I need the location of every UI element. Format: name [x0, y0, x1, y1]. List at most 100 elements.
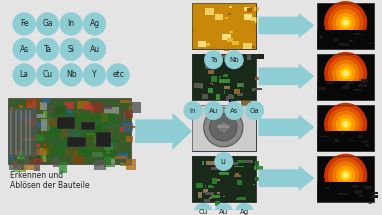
Circle shape	[343, 121, 349, 127]
Bar	[228, 13, 231, 15]
Bar	[42, 98, 50, 103]
Bar	[196, 159, 202, 163]
Text: Y: Y	[92, 70, 97, 79]
Bar	[224, 90, 225, 94]
Bar	[252, 88, 255, 91]
Bar	[67, 137, 86, 147]
Bar	[205, 185, 214, 188]
Bar	[13, 148, 22, 152]
Text: Au: Au	[89, 45, 100, 54]
Bar	[52, 111, 55, 117]
Bar	[368, 43, 371, 44]
Bar	[247, 54, 251, 60]
Bar	[123, 110, 133, 118]
Text: In: In	[68, 20, 74, 28]
Bar	[96, 132, 111, 147]
Text: Li: Li	[221, 158, 227, 164]
Bar	[317, 156, 374, 202]
Bar	[40, 148, 46, 158]
Bar	[244, 46, 246, 47]
Bar	[29, 156, 43, 160]
Bar	[231, 162, 238, 165]
Bar	[120, 162, 130, 166]
Circle shape	[328, 158, 363, 193]
Bar	[55, 106, 66, 115]
Bar	[37, 123, 44, 127]
Bar	[33, 159, 47, 162]
Bar	[124, 126, 138, 128]
Bar	[193, 29, 196, 31]
Bar	[104, 107, 119, 114]
Bar	[74, 132, 79, 134]
Bar	[107, 130, 114, 136]
Bar	[91, 146, 102, 150]
Text: Si: Si	[68, 45, 74, 54]
Bar	[234, 89, 240, 94]
Bar	[192, 105, 256, 151]
Bar	[252, 88, 262, 90]
Bar	[192, 3, 256, 49]
Bar	[216, 179, 217, 184]
Bar	[223, 55, 228, 58]
Text: Ta: Ta	[210, 57, 217, 63]
Bar	[244, 14, 252, 20]
Circle shape	[245, 101, 264, 120]
Bar	[361, 80, 368, 83]
Bar	[317, 105, 374, 151]
Bar	[317, 105, 374, 151]
Bar	[225, 17, 228, 19]
Bar	[92, 106, 95, 114]
Bar	[84, 103, 92, 110]
Bar	[354, 33, 361, 35]
FancyArrow shape	[259, 165, 314, 191]
Circle shape	[340, 17, 351, 28]
Bar	[219, 76, 221, 78]
Bar	[14, 161, 17, 168]
Circle shape	[215, 152, 233, 171]
Bar	[63, 124, 74, 126]
Bar	[253, 184, 255, 185]
Bar	[348, 41, 353, 42]
Circle shape	[340, 68, 351, 79]
Bar	[232, 40, 239, 45]
Bar	[222, 34, 231, 40]
Bar	[341, 132, 344, 134]
Bar	[41, 157, 46, 162]
Text: Au: Au	[209, 108, 218, 114]
Circle shape	[225, 50, 243, 69]
Circle shape	[83, 64, 106, 86]
Bar	[80, 137, 91, 146]
Bar	[10, 110, 12, 155]
Text: Fe: Fe	[20, 20, 28, 28]
Bar	[205, 8, 214, 15]
Bar	[349, 140, 354, 141]
Bar	[231, 190, 240, 192]
Circle shape	[225, 101, 243, 120]
Bar	[20, 164, 36, 170]
Bar	[209, 70, 214, 74]
FancyArrow shape	[135, 113, 192, 150]
Bar	[319, 37, 323, 39]
Bar	[93, 136, 105, 142]
Circle shape	[343, 172, 349, 178]
Bar	[121, 163, 123, 166]
Text: CR2032: CR2032	[216, 125, 230, 129]
Bar	[327, 81, 334, 84]
Bar	[334, 139, 339, 142]
Bar	[113, 140, 117, 150]
Bar	[245, 160, 253, 163]
Bar	[205, 192, 214, 195]
Bar	[346, 83, 349, 86]
Bar	[252, 46, 254, 48]
Bar	[229, 31, 233, 33]
Bar	[89, 142, 103, 149]
Bar	[24, 118, 31, 124]
Circle shape	[328, 56, 363, 91]
Bar	[10, 107, 13, 112]
Bar	[43, 111, 51, 118]
Bar	[243, 83, 244, 88]
Bar	[212, 178, 217, 184]
Bar	[106, 121, 112, 128]
Circle shape	[107, 64, 129, 86]
Bar	[192, 3, 256, 49]
